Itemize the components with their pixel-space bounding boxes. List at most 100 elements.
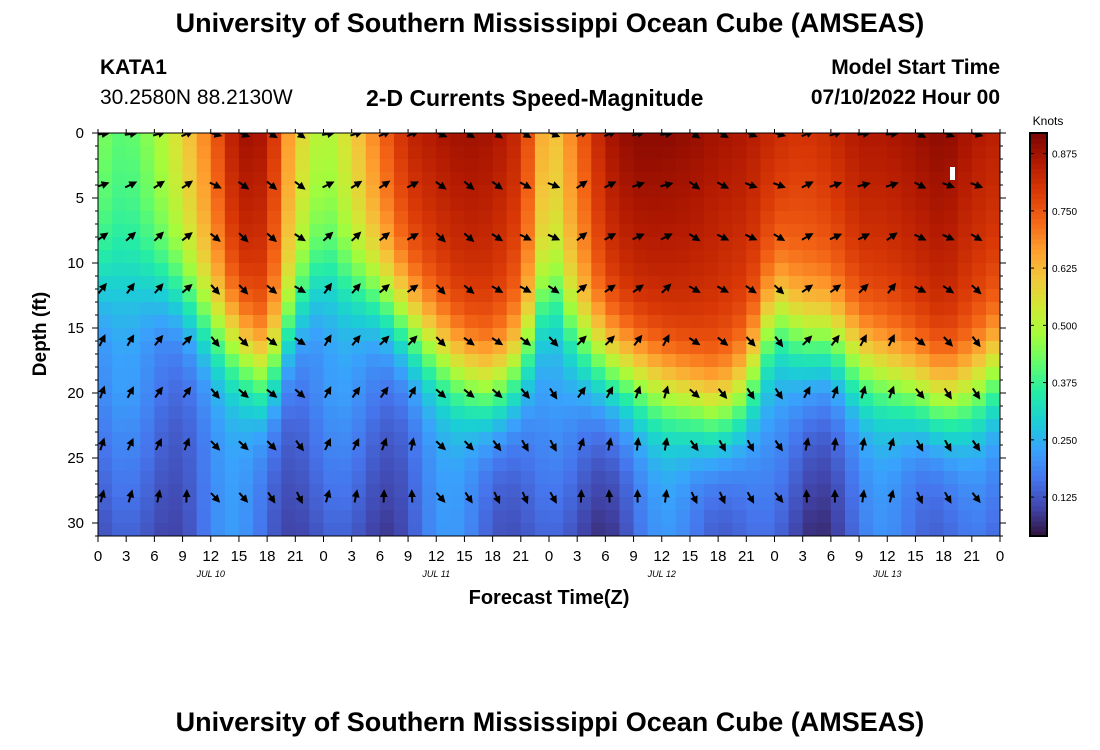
heatmap-cell xyxy=(887,263,902,277)
heatmap-cell xyxy=(309,146,325,160)
heatmap-cell xyxy=(689,471,705,485)
heatmap-cell xyxy=(422,458,437,472)
heatmap-cell xyxy=(563,289,578,303)
heatmap-cell xyxy=(238,302,254,316)
current-arrow xyxy=(576,335,587,346)
heatmap-cell xyxy=(957,458,973,472)
heatmap-cell xyxy=(379,289,395,303)
heatmap-cell xyxy=(971,250,987,264)
current-arrow xyxy=(463,388,475,398)
heatmap-cell xyxy=(422,133,437,147)
heatmap-cell xyxy=(957,224,973,238)
heatmap-cell xyxy=(295,471,310,485)
heatmap-cell xyxy=(309,510,325,524)
heatmap-cell xyxy=(365,159,381,173)
heatmap-cell xyxy=(337,302,353,316)
heatmap-cell xyxy=(253,367,268,381)
heatmap-cell xyxy=(337,393,353,407)
heatmap-cell xyxy=(450,367,466,381)
current-arrow xyxy=(238,284,249,295)
heatmap-cell xyxy=(126,445,141,459)
heatmap-cell xyxy=(450,341,466,355)
heatmap-cell xyxy=(98,510,113,524)
heatmap-cell xyxy=(140,471,155,485)
heatmap-cell xyxy=(704,406,719,420)
heatmap-cell xyxy=(210,497,226,511)
heatmap-cell xyxy=(675,172,691,186)
heatmap-cell xyxy=(393,445,409,459)
heatmap-cell xyxy=(549,315,564,329)
heatmap-cell xyxy=(281,432,296,446)
heatmap-cell xyxy=(718,146,733,160)
heatmap-cell xyxy=(830,328,846,342)
heatmap-cell xyxy=(422,419,437,433)
heatmap-cell xyxy=(591,159,606,173)
heatmap-cell xyxy=(140,172,155,186)
heatmap-cell xyxy=(774,523,790,536)
heatmap-cell xyxy=(168,250,184,264)
heatmap-cell xyxy=(577,484,592,498)
heatmap-cell xyxy=(675,393,691,407)
colorbar-swatch xyxy=(1030,405,1047,411)
heatmap-cell xyxy=(140,289,155,303)
heatmap-cell xyxy=(140,341,155,355)
heatmap-cell xyxy=(506,211,522,225)
heatmap-cell xyxy=(267,471,282,485)
heatmap-cell xyxy=(774,315,790,329)
heatmap-cell xyxy=(704,341,719,355)
heatmap-cell xyxy=(985,315,1000,329)
heatmap-cell xyxy=(985,237,1000,251)
colorbar-swatch xyxy=(1030,269,1047,275)
heatmap-cell xyxy=(351,302,367,316)
heatmap-cell xyxy=(887,471,902,485)
heatmap-cell xyxy=(591,432,606,446)
heatmap-cell xyxy=(830,146,846,160)
heatmap-cell xyxy=(98,289,113,303)
heatmap-cell xyxy=(98,341,113,355)
heatmap-cell xyxy=(985,445,1000,459)
current-arrow xyxy=(492,440,502,452)
heatmap-cell xyxy=(957,380,973,394)
colorbar-swatch xyxy=(1030,465,1047,472)
heatmap-cell xyxy=(605,432,621,446)
heatmap-cell xyxy=(281,146,296,160)
heatmap-cell xyxy=(619,224,635,238)
heatmap-cell xyxy=(224,198,240,212)
heatmap-cell xyxy=(337,133,353,147)
heatmap-cell xyxy=(704,211,719,225)
heatmap-cell xyxy=(704,497,719,511)
heatmap-cell xyxy=(309,237,325,251)
heatmap-cell xyxy=(464,250,480,264)
current-arrow xyxy=(209,181,222,189)
heatmap-cell xyxy=(873,302,888,316)
colorbar-swatch xyxy=(1030,319,1047,326)
heatmap-cell xyxy=(816,198,832,212)
heatmap-cell xyxy=(830,484,846,498)
current-arrow xyxy=(154,334,164,346)
heatmap-cell xyxy=(647,237,663,251)
heatmap-cell xyxy=(168,341,184,355)
heatmap-cell xyxy=(591,276,606,290)
heatmap-cell xyxy=(746,198,761,212)
heatmap-cell xyxy=(182,419,198,433)
heatmap-cell xyxy=(168,367,184,381)
heatmap-cell xyxy=(506,224,522,238)
colorbar-swatch xyxy=(1030,349,1047,356)
heatmap-cell xyxy=(154,250,170,264)
heatmap-cell xyxy=(915,393,931,407)
heatmap-cell xyxy=(520,367,536,381)
heatmap-cell xyxy=(732,523,747,536)
heatmap-cell xyxy=(873,185,888,199)
heatmap-cell xyxy=(492,523,508,536)
heatmap-cell xyxy=(830,380,846,394)
heatmap-cell xyxy=(281,133,296,147)
colorbar-swatch xyxy=(1030,394,1047,401)
heatmap-cell xyxy=(704,419,719,433)
heatmap-cell xyxy=(943,419,959,433)
heatmap-cell xyxy=(760,523,776,536)
heatmap-cell xyxy=(844,159,860,173)
heatmap-cell xyxy=(802,445,818,459)
heatmap-cell xyxy=(464,159,480,173)
x-tick-label: 18 xyxy=(935,548,952,565)
current-arrow xyxy=(887,437,896,451)
